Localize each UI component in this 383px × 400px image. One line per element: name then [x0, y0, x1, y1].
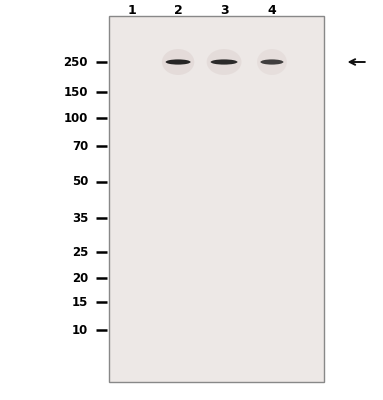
- Text: 2: 2: [174, 4, 182, 16]
- Text: 35: 35: [72, 212, 88, 224]
- Ellipse shape: [166, 59, 191, 65]
- Text: 50: 50: [72, 176, 88, 188]
- Ellipse shape: [260, 59, 283, 65]
- Ellipse shape: [207, 49, 241, 75]
- Text: 3: 3: [220, 4, 228, 16]
- Text: 25: 25: [72, 246, 88, 258]
- Ellipse shape: [162, 49, 194, 75]
- Ellipse shape: [211, 59, 237, 65]
- Text: 20: 20: [72, 272, 88, 284]
- Text: 250: 250: [64, 56, 88, 68]
- Ellipse shape: [257, 49, 287, 75]
- Text: 15: 15: [72, 296, 88, 308]
- Text: 100: 100: [64, 112, 88, 124]
- Text: 1: 1: [128, 4, 136, 16]
- Text: 4: 4: [268, 4, 276, 16]
- Text: 70: 70: [72, 140, 88, 152]
- Text: 10: 10: [72, 324, 88, 336]
- Text: 150: 150: [64, 86, 88, 98]
- Bar: [109, 16, 324, 382]
